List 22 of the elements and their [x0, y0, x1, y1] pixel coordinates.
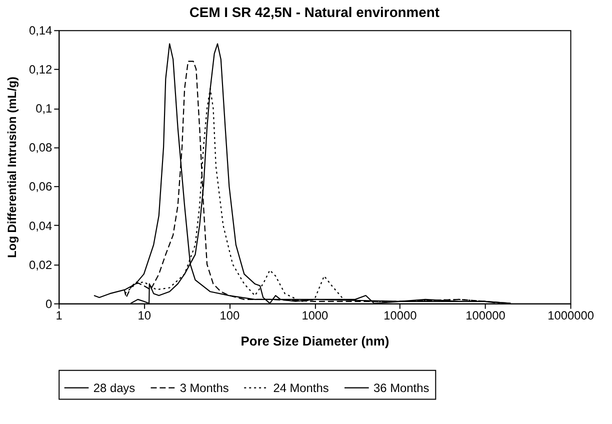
- y-tick-label: 0: [46, 296, 53, 311]
- x-tick-label: 100: [220, 308, 240, 323]
- x-tick-label: 1000000: [548, 308, 594, 323]
- legend-label: 36 Months: [374, 380, 430, 395]
- y-tick-label: 0,02: [28, 258, 53, 272]
- y-tick-label: 0,12: [28, 62, 53, 77]
- x-tick-label: 10000: [384, 308, 418, 323]
- x-tick-label: 1: [56, 308, 63, 323]
- legend-label: 28 days: [93, 380, 136, 395]
- y-tick-label: 0,14: [28, 24, 53, 38]
- legend-label: 3 Months: [180, 380, 229, 395]
- x-tick-label: 100000: [466, 308, 506, 323]
- x-tick-label: 1000: [302, 308, 329, 323]
- y-tick-label: 0,08: [28, 140, 53, 155]
- x-tick-label: 10: [138, 308, 152, 323]
- x-axis-title: Pore Size Diameter (nm): [240, 334, 390, 349]
- y-axis-title: Log Differential Intrusion (mL/g): [5, 76, 20, 258]
- y-tick-label: 0,04: [28, 218, 53, 233]
- chart-title: CEM I SR 42,5N - Natural environment: [189, 4, 440, 20]
- y-tick-label: 0,06: [28, 180, 53, 194]
- legend-label: 24 Months: [273, 380, 329, 395]
- y-tick-label: 0,1: [36, 102, 53, 116]
